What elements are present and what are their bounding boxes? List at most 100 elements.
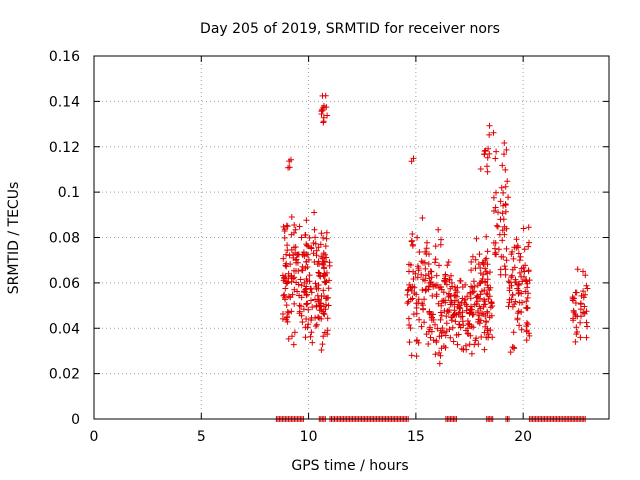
data-point	[524, 284, 531, 291]
data-point	[450, 338, 457, 345]
data-point	[311, 209, 318, 216]
data-point	[477, 166, 484, 172]
data-point	[456, 321, 463, 328]
data-point	[506, 279, 513, 286]
data-point	[476, 251, 483, 258]
data-point	[303, 241, 310, 248]
data-point	[287, 294, 294, 301]
data-point	[442, 273, 449, 279]
data-point	[485, 334, 492, 341]
data-point	[583, 334, 590, 341]
data-point	[521, 246, 528, 253]
data-point	[505, 194, 512, 201]
data-point	[436, 360, 443, 367]
data-point	[443, 320, 450, 327]
data-point	[406, 268, 412, 275]
data-point	[320, 310, 327, 317]
data-point	[413, 291, 420, 298]
data-point	[522, 277, 529, 283]
y-tick-label: 0.16	[49, 49, 80, 65]
y-tick-label: 0.02	[49, 367, 80, 383]
data-point	[580, 268, 586, 275]
data-point	[443, 281, 450, 288]
data-point	[460, 322, 467, 329]
data-point	[320, 114, 327, 121]
data-point	[420, 276, 427, 283]
data-point	[570, 315, 577, 322]
data-point	[482, 265, 489, 272]
data-point	[475, 261, 482, 268]
data-point	[526, 332, 533, 339]
data-point	[324, 112, 331, 119]
data-point	[437, 352, 444, 359]
data-point	[283, 251, 290, 258]
data-point	[419, 287, 426, 293]
data-point	[482, 313, 489, 319]
data-point	[498, 184, 505, 191]
data-point	[420, 306, 426, 313]
data-point	[582, 291, 589, 298]
data-point	[436, 333, 443, 340]
data-point	[288, 308, 295, 315]
data-point	[444, 262, 451, 269]
data-point	[462, 281, 469, 288]
data-point	[572, 289, 579, 296]
y-tick-label: 0.06	[49, 276, 80, 292]
data-point	[447, 293, 454, 300]
data-point	[440, 289, 447, 296]
data-point	[525, 290, 532, 297]
data-point	[460, 346, 467, 353]
data-point	[485, 145, 492, 152]
data-point	[452, 318, 459, 325]
data-point	[286, 252, 293, 259]
data-point	[510, 255, 517, 262]
data-point	[493, 189, 499, 196]
data-point	[308, 289, 315, 296]
data-point	[582, 272, 589, 279]
data-point	[448, 279, 455, 286]
data-point	[325, 285, 332, 292]
y-tick-label: 0.12	[49, 140, 80, 156]
data-point	[308, 245, 315, 252]
axis-ticks: 0 0.02 0.04 0.06 0.08 0.1 0.12 0.14 0.16 0 5 10 15 20	[49, 49, 609, 445]
data-point	[526, 239, 532, 246]
data-point	[321, 270, 328, 277]
data-point	[481, 346, 488, 353]
data-point	[288, 156, 294, 163]
data-point	[415, 296, 422, 303]
data-point	[324, 315, 331, 322]
data-point	[436, 285, 442, 291]
data-point	[570, 307, 577, 314]
data-point	[312, 280, 319, 287]
data-point	[285, 335, 292, 342]
data-point	[447, 334, 454, 341]
data-point	[424, 239, 430, 246]
data-point	[468, 267, 475, 274]
data-point	[320, 261, 327, 268]
data-point	[312, 323, 319, 330]
data-point	[291, 222, 298, 228]
data-point	[425, 261, 432, 267]
data-point	[318, 230, 325, 237]
data-point	[416, 249, 423, 255]
data-point	[470, 278, 477, 285]
data-point	[308, 329, 315, 336]
data-point	[415, 267, 422, 274]
data-point	[311, 226, 318, 233]
data-point	[298, 267, 305, 274]
data-point	[447, 285, 454, 292]
data-point	[323, 301, 329, 308]
data-point	[483, 233, 490, 240]
data-point	[310, 250, 317, 257]
data-point	[469, 253, 476, 260]
data-point	[504, 178, 511, 185]
data-point	[522, 262, 529, 269]
data-point	[407, 325, 414, 332]
data-point	[316, 297, 322, 304]
data-point	[484, 168, 491, 175]
data-point	[319, 341, 326, 348]
x-tick-label: 0	[90, 429, 99, 445]
data-point	[322, 271, 329, 278]
data-point	[311, 259, 318, 265]
data-point	[410, 276, 417, 282]
